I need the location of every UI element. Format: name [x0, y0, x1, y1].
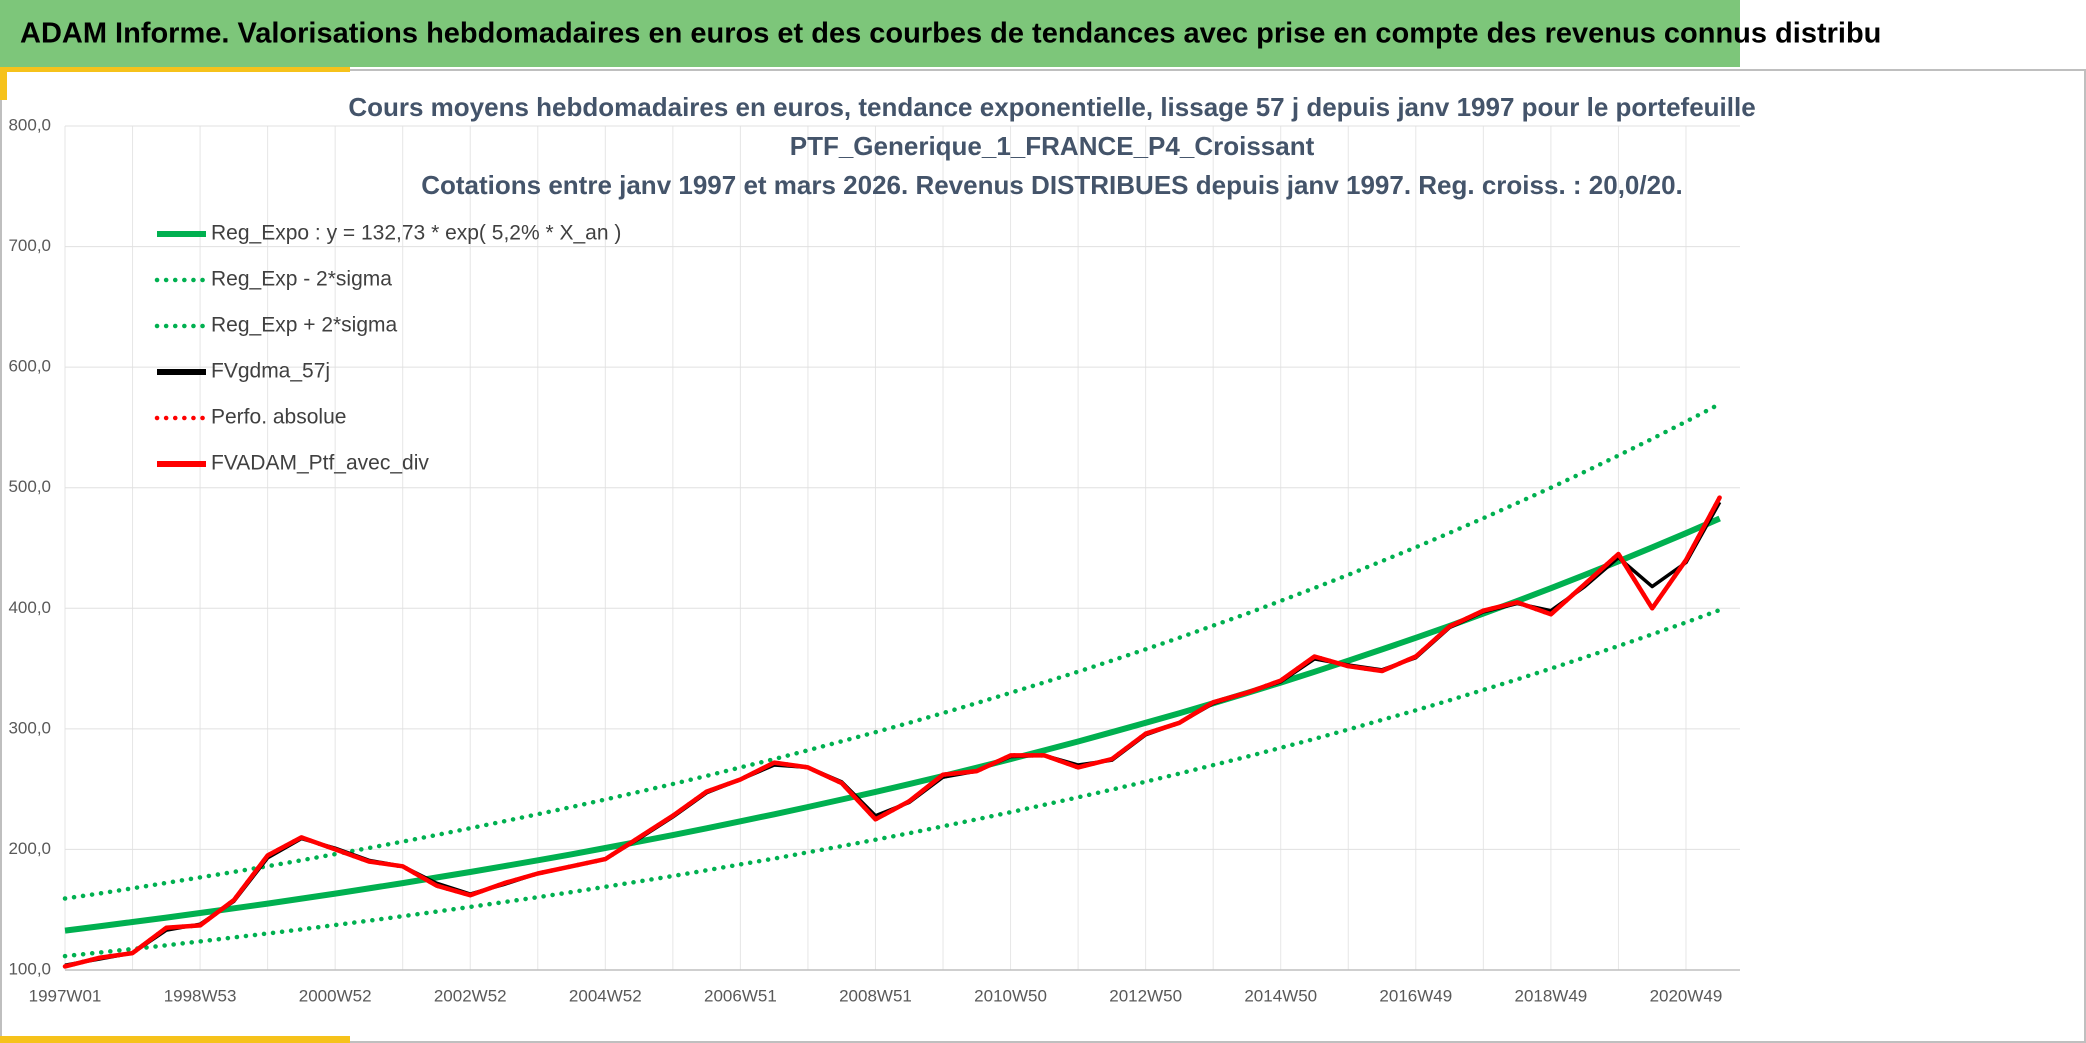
x-tick-label: 2006W51	[704, 986, 777, 1005]
x-tick-label: 2020W49	[1650, 986, 1723, 1005]
y-tick-label: 400,0	[8, 598, 51, 617]
x-tick-label: 2016W49	[1379, 986, 1452, 1005]
series-line	[64, 496, 1722, 969]
accent	[0, 1036, 350, 1043]
x-tick-label: 1997W01	[29, 986, 102, 1005]
legend-label: Perfo. absolue	[211, 406, 346, 429]
accent	[0, 67, 350, 72]
y-tick-label: 200,0	[8, 839, 51, 858]
x-tick-label: 2014W50	[1244, 986, 1317, 1005]
x-tick-label: 2000W52	[299, 986, 372, 1005]
chart-title: Cours moyens hebdomadaires en euros, ten…	[348, 92, 1755, 122]
legend-label: FVgdma_57j	[211, 360, 330, 383]
x-tick-label: 2002W52	[434, 986, 507, 1005]
y-tick-label: 100,0	[8, 959, 51, 978]
series-line	[64, 515, 1721, 934]
legend-label: Reg_Exp - 2*sigma	[211, 268, 392, 291]
x-tick-label: 2004W52	[569, 986, 642, 1005]
y-tick-label: 300,0	[8, 718, 51, 737]
series-line	[62, 401, 1722, 901]
x-tick-label: 2010W50	[974, 986, 1047, 1005]
header-title: ADAM Informe. Valorisations hebdomadaire…	[20, 18, 1881, 50]
chart-title: PTF_Generique_1_FRANCE_P4_Croissant	[790, 131, 1315, 161]
accent	[0, 72, 7, 100]
legend-label: Reg_Expo : y = 132,73 * exp( 5,2% * X_an…	[211, 222, 621, 245]
legend-label: Reg_Exp + 2*sigma	[211, 314, 398, 337]
y-tick-label: 600,0	[8, 357, 51, 376]
header-band	[0, 0, 1740, 67]
y-tick-label: 500,0	[8, 477, 51, 496]
chart-title: Cotations entre janv 1997 et mars 2026. …	[421, 170, 1683, 200]
x-tick-label: 1998W53	[164, 986, 237, 1005]
legend-label: FVADAM_Ptf_avec_div	[211, 452, 429, 475]
x-tick-label: 2008W51	[839, 986, 912, 1005]
y-tick-label: 800,0	[8, 115, 51, 134]
x-tick-label: 2012W50	[1109, 986, 1182, 1005]
y-tick-label: 700,0	[8, 236, 51, 255]
x-tick-label: 2018W49	[1514, 986, 1587, 1005]
series-line	[62, 607, 1722, 959]
chart-frame	[0, 69, 2086, 1043]
